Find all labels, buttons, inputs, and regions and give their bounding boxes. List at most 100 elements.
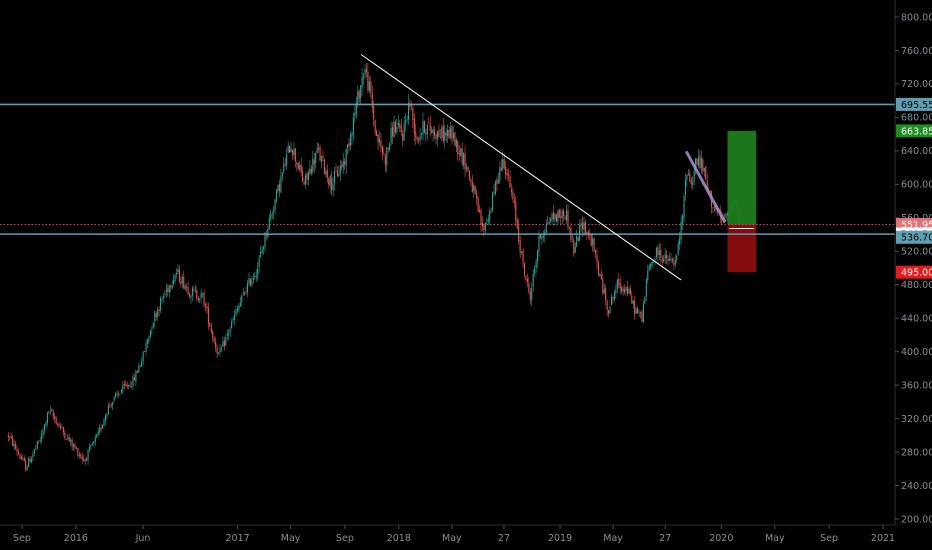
candle-body [497, 179, 499, 184]
candle-body [216, 348, 218, 354]
candle [226, 329, 228, 341]
candle [651, 261, 653, 270]
candle [445, 128, 447, 142]
candle [639, 311, 642, 319]
candle [712, 206, 714, 214]
candle [23, 455, 25, 462]
candle-body [123, 383, 125, 386]
candle-body [352, 117, 354, 135]
x-tick-label: 2021 [871, 533, 895, 544]
candle-body [438, 129, 440, 138]
candle-body [322, 155, 324, 158]
candle-body [264, 232, 266, 248]
candle-body [425, 132, 427, 135]
candle-body [644, 296, 646, 304]
candle-body [577, 237, 579, 241]
price-badge-text: 663.85 [901, 126, 932, 137]
candle-body [110, 405, 112, 407]
descending-trendline[interactable] [360, 54, 682, 281]
candle-body [236, 308, 238, 312]
candle-body [432, 129, 434, 134]
candle-body [635, 309, 637, 314]
y-tick-label: 280.00 [901, 447, 932, 458]
candle [139, 364, 141, 368]
candle [129, 380, 131, 389]
candle-body [42, 430, 44, 435]
candle-body [357, 91, 359, 104]
candle-body [226, 333, 228, 337]
candle-body [334, 171, 336, 183]
candle [593, 236, 595, 252]
candle-body [138, 366, 140, 373]
candle [642, 299, 644, 324]
candle-body [25, 461, 27, 470]
candle-body [690, 179, 692, 184]
candle-body [151, 328, 153, 330]
candle-body [146, 340, 149, 344]
candle [300, 157, 302, 177]
candle [493, 184, 495, 196]
candle-body [616, 279, 618, 289]
price-axis[interactable]: 200.00 240.00 280.00 320.00 360.00 400.00 440.… [894, 0, 932, 525]
candle-body [393, 121, 395, 138]
candle-body [223, 340, 225, 347]
candle [325, 167, 327, 178]
candle-body [109, 404, 111, 406]
candle-body [320, 156, 323, 163]
candle [667, 255, 669, 266]
candle [112, 401, 114, 410]
position-profit-zone[interactable] [727, 130, 757, 225]
candle [144, 350, 146, 352]
candle [645, 277, 647, 301]
position-loss-zone[interactable] [727, 224, 757, 273]
candle-body [397, 123, 399, 126]
candle-body [80, 454, 82, 458]
candle-body [206, 306, 208, 309]
candle-body [315, 153, 317, 164]
candle-body [33, 449, 35, 454]
candle-body [560, 216, 562, 218]
candle [145, 338, 147, 356]
candle-body [600, 274, 602, 280]
candle [225, 335, 227, 347]
candle-body [7, 435, 9, 437]
candle-body [229, 328, 231, 333]
candle [270, 209, 272, 223]
candle [191, 285, 194, 302]
candle [489, 207, 491, 225]
x-tick-label: Sep [336, 533, 354, 544]
candle-body [45, 422, 47, 426]
candle-body [671, 258, 673, 262]
candle [232, 316, 234, 324]
candle-body [319, 147, 321, 161]
candle [25, 457, 27, 472]
candle-body [396, 126, 398, 133]
y-tick-label: 440.00 [901, 314, 932, 325]
price-badge: 695.55 [896, 97, 932, 111]
candle [537, 248, 539, 268]
candle [500, 159, 502, 172]
candle [402, 129, 404, 147]
candle [62, 426, 64, 437]
x-tick-label: 2018 [387, 533, 411, 544]
candle-body [22, 458, 24, 460]
candle [626, 280, 629, 297]
candle-body [239, 302, 241, 307]
plot-area[interactable] [7, 62, 740, 472]
candle-body [103, 419, 105, 426]
candle [370, 76, 372, 98]
time-axis[interactable]: Sep 2016 Jun 2017 May Sep 2018 May 27 2019 May 27 20… [0, 524, 895, 544]
short-trendline[interactable] [685, 151, 726, 223]
drawing-overlays[interactable] [0, 54, 895, 281]
candle [51, 408, 53, 412]
candle-body [571, 241, 573, 242]
candle [123, 380, 125, 390]
candle [619, 277, 621, 294]
candle [447, 124, 449, 143]
candle [7, 432, 9, 442]
candle-body [621, 287, 623, 292]
candle [331, 170, 333, 196]
candle [371, 85, 373, 114]
candle-body [687, 173, 689, 176]
